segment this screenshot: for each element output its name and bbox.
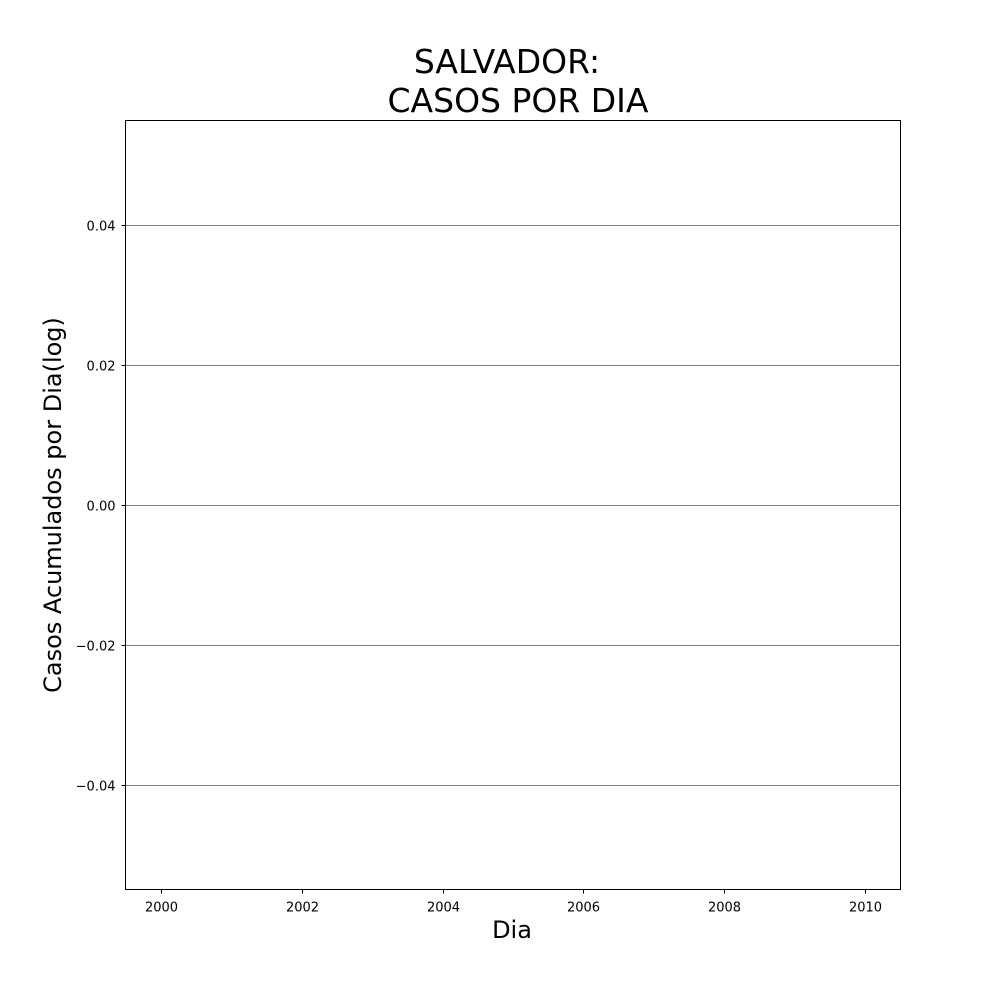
x-tick-label: 2000	[145, 901, 178, 916]
y-axis-label: Casos Acumulados por Dia(log)	[39, 317, 67, 693]
chart-title-line-1: SALVADOR:	[414, 42, 600, 81]
y-tick-label: 0.04	[87, 220, 116, 235]
x-axis-ticks: 2000 2002 2004 2006 2008 2010	[145, 889, 882, 916]
x-tick-label: 2006	[567, 901, 600, 916]
x-axis-label: Dia	[492, 916, 532, 944]
x-tick-label: 2008	[708, 901, 741, 916]
grid-lines	[125, 225, 901, 786]
y-axis-ticks: −0.04 −0.02 0.00 0.02 0.04	[76, 220, 126, 795]
chart-title-line-2: CASOS POR DIA	[388, 81, 649, 120]
y-tick-label: −0.02	[76, 640, 116, 655]
x-tick-label: 2004	[427, 901, 460, 916]
x-tick-label: 2010	[849, 901, 882, 916]
y-tick-label: 0.02	[87, 360, 116, 375]
y-tick-label: −0.04	[76, 780, 116, 795]
y-tick-label: 0.00	[87, 500, 116, 515]
x-tick-label: 2002	[286, 901, 319, 916]
